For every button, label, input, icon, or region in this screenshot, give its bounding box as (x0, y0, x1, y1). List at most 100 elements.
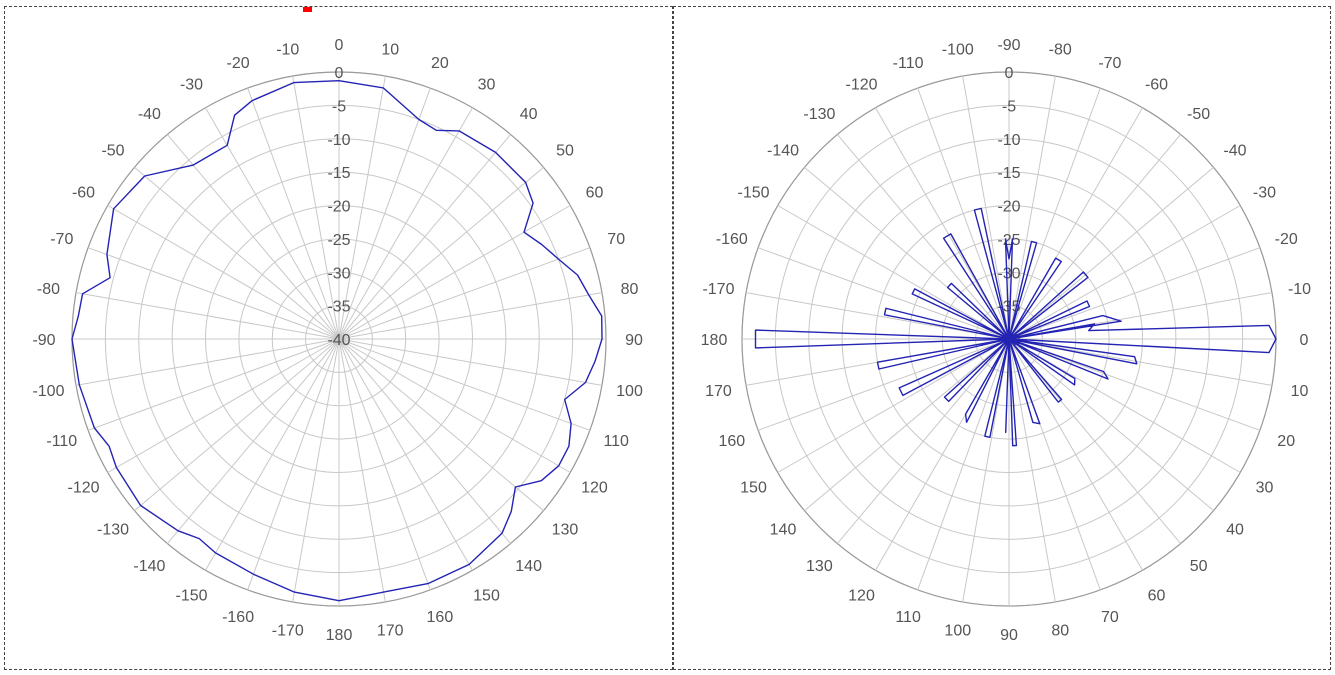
right-angle-tick-label: -160 (716, 231, 748, 248)
right-angle-tick-label: -130 (803, 106, 835, 123)
right-spoke (962, 75, 1010, 340)
left-radial-tick-label: -15 (327, 165, 350, 182)
left-angle-tick-label: -90 (32, 332, 55, 349)
right-angle-tick-label: 160 (718, 433, 745, 450)
left-spoke (87, 338, 340, 431)
left-angle-tick-label: -30 (180, 77, 203, 94)
left-spoke (205, 338, 340, 571)
left-spoke (338, 338, 512, 544)
left-spoke (338, 205, 571, 340)
right-radial-tick-label: -20 (997, 199, 1020, 216)
right-spoke (1008, 205, 1241, 340)
right-angle-tick-label: 40 (1226, 522, 1244, 539)
right-angle-tick-label: 170 (705, 383, 732, 400)
left-angle-tick-label: 160 (427, 609, 454, 626)
right-spoke (1008, 338, 1241, 473)
right-angle-tick-label: -100 (942, 41, 974, 58)
right-angle-tick-label: 140 (770, 522, 797, 539)
left-angle-tick-label: -80 (37, 281, 60, 298)
right-radial-tick-label: -15 (997, 165, 1020, 182)
left-spoke (247, 338, 340, 591)
left-angle-tick-label: 180 (326, 627, 353, 644)
left-angle-tick-label: 150 (473, 587, 500, 604)
left-radial-tick-label: -5 (332, 98, 346, 115)
right-spoke (1008, 338, 1182, 544)
right-spoke (804, 338, 1010, 512)
left-angle-tick-label: 20 (431, 55, 449, 72)
left-angle-tick-label: -70 (50, 231, 73, 248)
left-angle-tick-label: 110 (603, 433, 629, 450)
right-spoke (836, 338, 1010, 544)
right-angle-tick-label: 60 (1148, 587, 1166, 604)
right-angle-tick-label: -140 (767, 142, 799, 159)
polar-chart-right: 0 -5 -10 -15 -20 -25 -30 -35 -40 0 10 20 30 40 50 60 70 8… (673, 6, 1331, 670)
left-spoke (338, 75, 386, 340)
right-angle-tick-label: 10 (1291, 383, 1309, 400)
left-angle-tick-label: -170 (272, 623, 304, 640)
right-radial-tick-label: -25 (997, 232, 1020, 249)
left-angle-tick-label: 120 (581, 480, 608, 497)
right-pattern-trace (754, 207, 1277, 447)
left-spoke (247, 87, 340, 340)
left-angle-tick-label: -100 (32, 383, 64, 400)
left-angle-tick-label: 10 (381, 41, 399, 58)
left-angle-tick-label: 30 (478, 77, 496, 94)
right-angle-tick-label: 70 (1101, 609, 1119, 626)
left-spoke (338, 166, 544, 340)
left-radial-tick-label: -30 (327, 265, 350, 282)
left-spoke (75, 292, 340, 340)
left-spoke (107, 205, 340, 340)
right-spoke (1008, 338, 1273, 386)
left-spoke (338, 134, 512, 340)
right-angle-tick-label: -110 (893, 55, 924, 72)
right-spoke (1008, 166, 1214, 340)
left-angle-tick-label: 80 (621, 281, 639, 298)
left-spoke (87, 247, 340, 340)
left-radial-tick-label: -25 (327, 232, 350, 249)
right-angle-tick-label: 100 (944, 623, 971, 640)
right-angle-tick-label: 150 (740, 480, 767, 497)
right-angle-tick-label: -80 (1049, 41, 1072, 58)
right-spoke (1008, 247, 1261, 340)
left-spoke (205, 107, 340, 340)
right-radial-tick-label: -30 (997, 265, 1020, 282)
left-angle-tick-label: 50 (556, 142, 574, 159)
right-angle-tick-label: -120 (845, 77, 877, 94)
right-spoke (875, 107, 1010, 340)
left-spoke (338, 338, 386, 603)
left-angle-tick-label: -40 (138, 106, 161, 123)
left-spoke (338, 338, 544, 512)
right-angle-tick-label: 30 (1256, 480, 1274, 497)
left-radial-tick-label: 0 (335, 65, 344, 82)
left-spoke (107, 338, 340, 473)
left-angle-tick-label: -130 (97, 522, 129, 539)
left-angle-tick-label: 90 (625, 332, 643, 349)
left-spoke (292, 75, 340, 340)
left-angle-tick-label: 140 (515, 558, 542, 575)
left-angle-tick-label: 40 (520, 106, 538, 123)
right-spoke (917, 87, 1010, 340)
polar-chart-right-svg: 0-5-10-15-20-25-30-35-40 0102030405060708… (701, 37, 1312, 644)
left-spoke (338, 338, 603, 386)
polar-chart-left-svg: 0 -5 -10 -15 -20 -25 -30 -35 -40 0 10 20 30 40 50 60 70 8… (32, 37, 643, 644)
right-spoke (1008, 338, 1214, 512)
left-spoke (338, 338, 473, 571)
right-radial-tick-label: 0 (1005, 65, 1014, 82)
right-spoke (1008, 338, 1261, 431)
left-angle-tick-label: -20 (227, 55, 250, 72)
right-angle-tick-label: -150 (738, 185, 770, 202)
right-radial-tick-label: -10 (997, 132, 1020, 149)
left-spoke (338, 292, 603, 340)
left-spoke (292, 338, 340, 603)
left-angle-tick-label: -150 (175, 587, 207, 604)
right-angle-tick-label: 0 (1300, 332, 1309, 349)
left-spoke (166, 338, 340, 544)
left-radial-tick-label: -10 (327, 132, 350, 149)
red-marker (303, 7, 312, 12)
left-angle-tick-label: -110 (46, 433, 77, 450)
left-angle-tick-label: 60 (586, 185, 604, 202)
right-spoke (836, 134, 1010, 340)
left-radial-tick-label: -20 (327, 199, 350, 216)
right-angle-tick-label: 20 (1277, 433, 1295, 450)
left-angle-tick-label: -10 (276, 41, 299, 58)
